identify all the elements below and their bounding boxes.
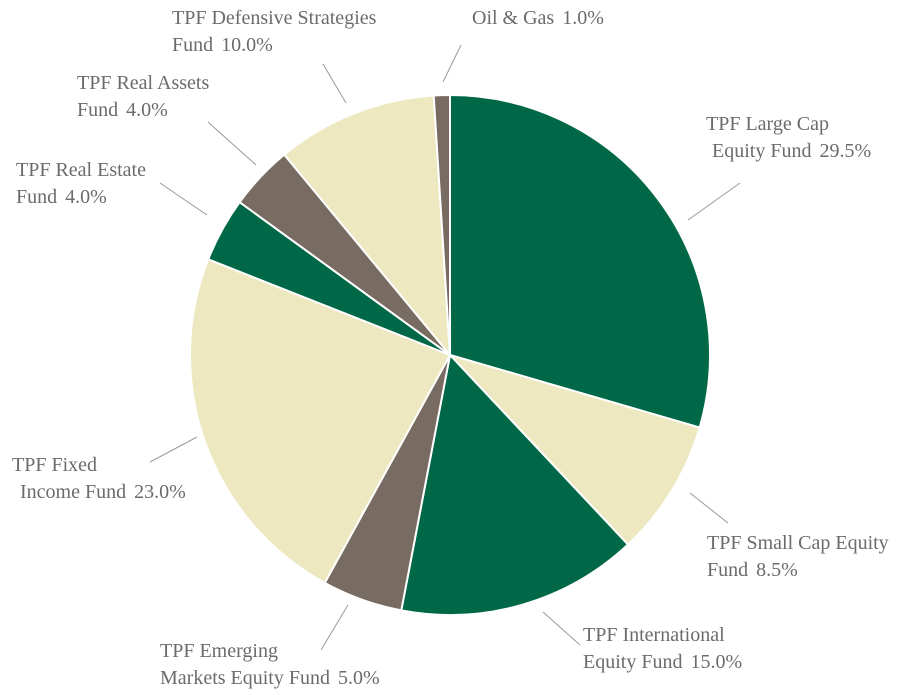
slice-label: Income Fund 23.0% [20,481,186,503]
slice-label: Fund 8.5% [707,559,798,581]
category-label: TPF Large Cap [706,113,829,135]
value-label: 23.0% [134,481,186,503]
leader-line [689,492,729,524]
slice-label: Oil & Gas 1.0% [472,7,604,29]
category-label: Fund [707,559,748,581]
value-label: 4.0% [126,99,168,121]
pie-slice [446,353,701,546]
leader-line [542,611,581,646]
category-label: Income Fund [20,481,126,503]
slice-label: Fund 4.0% [77,99,168,121]
slice-label: Fund 4.0% [16,186,107,208]
leader-line [322,63,347,104]
category-label: Fund [16,186,57,208]
category-label: TPF Emerging [160,640,278,662]
category-label: Equity Fund [712,140,811,162]
leader-line [687,182,741,221]
slice-label: TPF Defensive Strategies [172,7,377,29]
category-label: TPF Small Cap Equity [707,532,889,554]
pie-slice [449,93,711,429]
slice-label: Equity Fund 15.0% [583,651,742,673]
slice-label: TPF Small Cap Equity [707,532,889,554]
slice-label: Markets Equity Fund 5.0% [160,667,380,689]
category-label: TPF Real Assets [77,72,209,94]
slice-label: TPF Real Assets [77,72,209,94]
leader-line [320,604,349,651]
category-label: TPF Fixed [12,454,97,476]
category-label: Oil & Gas [472,7,554,29]
pie-slice [432,93,451,356]
category-label: TPF Real Estate [16,159,146,181]
leader-line [159,182,208,216]
slice-label: Equity Fund 29.5% [712,140,871,162]
slice-label: Fund 10.0% [172,34,273,56]
leader-line [207,121,257,166]
leader-line [442,44,462,83]
value-label: 4.0% [65,186,107,208]
value-label: 29.5% [819,140,871,162]
value-label: 10.0% [221,34,273,56]
slice-label: TPF Real Estate [16,159,146,181]
leader-line [149,436,198,463]
category-label: Equity Fund [583,651,682,673]
slice-label: TPF Fixed [12,454,97,476]
value-label: 8.5% [756,559,798,581]
category-label: TPF Defensive Strategies [172,7,377,29]
slice-label: TPF Emerging [160,640,278,662]
category-label: Markets Equity Fund [160,667,330,689]
slice-label: TPF International [583,624,725,646]
value-label: 5.0% [338,667,380,689]
category-label: TPF International [583,624,725,646]
value-label: 15.0% [690,651,742,673]
pie-slice [400,352,630,616]
category-label: Fund [172,34,213,56]
category-label: Fund [77,99,118,121]
value-label: 1.0% [562,7,604,29]
slice-label: TPF Large Cap [706,113,829,135]
pie-slice [282,94,452,359]
pie-slice [189,257,452,585]
